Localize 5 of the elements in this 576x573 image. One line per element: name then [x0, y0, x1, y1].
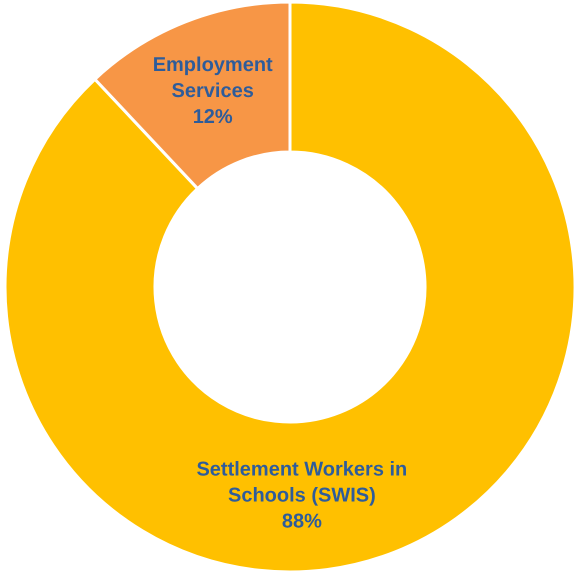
data-label: 88%	[282, 510, 322, 533]
slice-label: Settlement Workers in Schools (SWIS)	[196, 458, 408, 507]
donut-slice	[4, 0, 576, 573]
data-label: 12%	[192, 106, 233, 128]
slice-label: Employment Services	[152, 54, 274, 102]
